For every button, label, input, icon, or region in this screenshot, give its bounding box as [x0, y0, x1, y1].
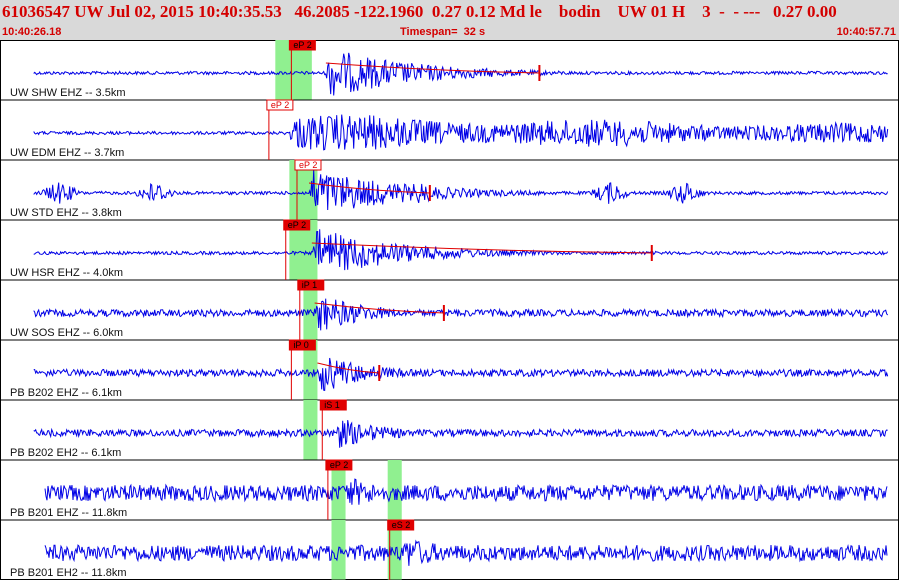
- waveform-trace: [33, 420, 888, 448]
- phase-pick-label: iS 1: [324, 400, 340, 410]
- pick-window-highlight: [303, 340, 318, 400]
- pick-window-highlight: [387, 520, 402, 580]
- phase-pick-marker[interactable]: iS 1: [319, 399, 347, 460]
- coda-decay-curve: [314, 302, 444, 314]
- trace-panel[interactable]: eP 2 UW EDM EHZ -- 3.7km: [0, 99, 899, 161]
- pick-window-highlight: [387, 460, 402, 520]
- end-time-label: 10:40:57.71: [836, 26, 896, 38]
- coda-decay-curve: [317, 362, 380, 374]
- seismogram-traces[interactable]: eP 2 UW SHW EHZ -- 3.5km eP 2 UW EDM EHZ --…: [0, 40, 899, 580]
- phase-pick-marker[interactable]: eP 2: [283, 219, 311, 280]
- phase-pick-label: iP 1: [302, 280, 317, 290]
- station-label: UW STD EHZ -- 3.8km: [10, 207, 122, 219]
- phase-pick-marker[interactable]: eP 2: [294, 159, 322, 220]
- phase-pick-label: eP 2: [271, 100, 289, 110]
- phase-pick-label: iP 0: [293, 340, 308, 350]
- trace-panel[interactable]: iS 1 PB B202 EH2 -- 6.1km: [0, 399, 899, 461]
- trace-panel[interactable]: eP 2 UW SHW EHZ -- 3.5km: [0, 40, 899, 101]
- phase-pick-marker[interactable]: iP 0: [288, 339, 316, 400]
- pick-window-highlight: [303, 400, 318, 460]
- waveform-trace: [33, 229, 889, 271]
- trace-panel[interactable]: eP 2 UW HSR EHZ -- 4.0km: [0, 219, 899, 281]
- seismogram-panel-area[interactable]: eP 2 UW SHW EHZ -- 3.5km eP 2 UW EDM EHZ --…: [0, 40, 899, 580]
- waveform-trace: [33, 169, 889, 211]
- waveform-trace: [33, 357, 889, 392]
- waveform-trace: [44, 478, 888, 505]
- station-label: PB B201 EHZ -- 11.8km: [10, 507, 127, 519]
- start-time-label: 10:40:26.18: [2, 26, 62, 38]
- station-label: UW SOS EHZ -- 6.0km: [10, 327, 123, 339]
- trace-panel[interactable]: eS 2 PB B201 EH2 -- 11.8km: [0, 519, 899, 580]
- phase-pick-marker[interactable]: eS 2: [387, 519, 415, 580]
- trace-panel[interactable]: iP 0 PB B202 EHZ -- 6.1km: [0, 339, 899, 401]
- station-label: PB B202 EH2 -- 6.1km: [10, 447, 121, 459]
- phase-pick-label: eP 2: [330, 460, 348, 470]
- header-bar: 61036547 UW Jul 02, 2015 10:40:35.53 46.…: [0, 0, 899, 40]
- phase-pick-marker[interactable]: iP 1: [297, 279, 325, 340]
- event-summary-title: 61036547 UW Jul 02, 2015 10:40:35.53 46.…: [2, 2, 837, 21]
- station-label: PB B202 EHZ -- 6.1km: [10, 387, 122, 399]
- station-label: UW HSR EHZ -- 4.0km: [10, 267, 123, 279]
- waveform-trace: [33, 298, 889, 331]
- trace-panel[interactable]: eP 2 PB B201 EHZ -- 11.8km: [0, 459, 899, 521]
- timespan-label: Timespan= 32 s: [400, 26, 486, 38]
- phase-pick-label: eP 2: [299, 160, 317, 170]
- coda-decay-curve: [308, 182, 430, 194]
- phase-pick-marker[interactable]: eP 2: [325, 459, 353, 520]
- station-label: PB B201 EH2 -- 11.8km: [10, 567, 127, 579]
- trace-panel[interactable]: eP 2 UW STD EHZ -- 3.8km: [0, 159, 899, 221]
- coda-decay-curve: [311, 242, 652, 254]
- waveform-trace: [33, 52, 888, 96]
- station-label: UW SHW EHZ -- 3.5km: [10, 87, 126, 99]
- phase-pick-label: eS 2: [392, 520, 411, 530]
- phase-pick-label: eP 2: [293, 40, 311, 50]
- waveform-trace: [33, 114, 889, 151]
- coda-decay-curve: [325, 62, 540, 74]
- station-label: UW EDM EHZ -- 3.7km: [10, 147, 124, 159]
- phase-pick-marker[interactable]: eP 2: [288, 40, 316, 100]
- waveform-trace: [44, 539, 888, 566]
- trace-panel[interactable]: iP 1 UW SOS EHZ -- 6.0km: [0, 279, 899, 341]
- phase-pick-marker[interactable]: eP 2: [266, 99, 294, 160]
- phase-pick-label: eP 2: [288, 220, 306, 230]
